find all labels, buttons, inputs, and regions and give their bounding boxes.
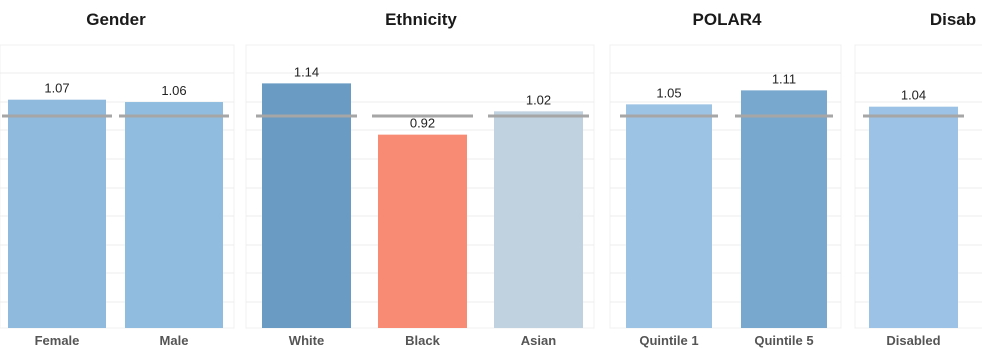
value-label: 1.07 bbox=[44, 81, 69, 96]
bar-male bbox=[125, 102, 223, 329]
bar-disabled bbox=[869, 106, 958, 329]
category-label: Quintile 5 bbox=[754, 333, 813, 348]
category-label: Black bbox=[405, 333, 440, 348]
value-label: 1.11 bbox=[772, 71, 796, 86]
bar-white bbox=[262, 83, 351, 328]
panel-title: Disab bbox=[930, 10, 976, 29]
bar-black bbox=[378, 134, 467, 328]
value-label: 1.02 bbox=[526, 92, 551, 107]
panel-title: POLAR4 bbox=[693, 10, 763, 29]
category-label: Female bbox=[35, 333, 80, 348]
bar-asian bbox=[494, 111, 583, 328]
value-label: 1.04 bbox=[901, 88, 926, 103]
category-label: Male bbox=[160, 333, 189, 348]
category-label: White bbox=[289, 333, 324, 348]
panel-title: Ethnicity bbox=[385, 10, 457, 29]
panel-ethnicity: Ethnicity 1.14 White 0.92 Black 1.02 Asian bbox=[245, 10, 595, 348]
bar-quintile-5 bbox=[741, 90, 827, 329]
category-label: Disabled bbox=[886, 333, 940, 348]
bar-quintile-1 bbox=[626, 104, 712, 328]
panel-disab: Disab 1.04 Disabled bbox=[854, 10, 982, 348]
value-label: 0.92 bbox=[410, 116, 435, 131]
value-label: 1.06 bbox=[161, 83, 186, 98]
panel-gender: Gender 1.07 Female 1.06 Male bbox=[0, 10, 235, 348]
value-label: 1.05 bbox=[656, 85, 681, 100]
panel-polar4: POLAR4 1.05 Quintile 1 1.11 Quintile 5 bbox=[609, 10, 842, 348]
bar-female bbox=[8, 99, 106, 328]
category-label: Quintile 1 bbox=[639, 333, 698, 348]
value-label: 1.14 bbox=[294, 64, 319, 79]
panel-title: Gender bbox=[86, 10, 146, 29]
category-label: Asian bbox=[521, 333, 556, 348]
